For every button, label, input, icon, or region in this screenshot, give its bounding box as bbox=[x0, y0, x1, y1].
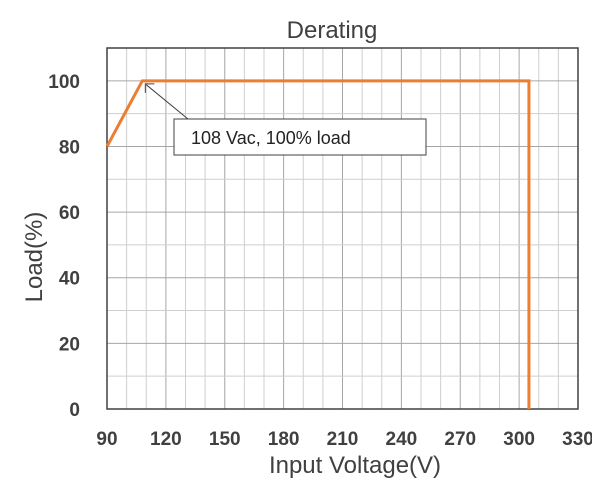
x-tick-label: 240 bbox=[386, 429, 418, 450]
x-tick-label: 90 bbox=[96, 429, 117, 450]
x-tick-label: 150 bbox=[209, 429, 241, 450]
y-tick-label: 60 bbox=[59, 203, 80, 224]
y-tick-label: 80 bbox=[59, 137, 80, 158]
annotation-arrowhead bbox=[144, 83, 155, 93]
y-tick-label: 40 bbox=[59, 269, 80, 290]
x-tick-label: 180 bbox=[268, 429, 300, 450]
y-tick-label: 20 bbox=[59, 334, 80, 355]
x-axis-title: Input Voltage(V) bbox=[269, 452, 441, 479]
x-tick-label: 330 bbox=[562, 429, 592, 450]
grid bbox=[106, 47, 579, 410]
annotation-box bbox=[173, 118, 427, 156]
x-tick-label: 270 bbox=[444, 429, 476, 450]
annotation-label: 108 Vac, 100% load bbox=[191, 128, 351, 148]
y-axis-title: Load(%) bbox=[21, 212, 48, 303]
x-tick-label: 210 bbox=[327, 429, 359, 450]
annotation-leader-line bbox=[146, 84, 189, 120]
chart-title: Derating bbox=[287, 17, 378, 44]
x-tick-label: 300 bbox=[503, 429, 535, 450]
plot-area-border bbox=[106, 47, 579, 410]
series-layer bbox=[105, 79, 531, 409]
annotation-layer: 108 Vac, 100% load bbox=[144, 83, 427, 156]
x-tick-label: 120 bbox=[150, 429, 182, 450]
tick-labels: 90 120 150 180 210 240 270 300 330 0 20 40 60 80 100 bbox=[48, 72, 592, 450]
series-line bbox=[105, 79, 531, 409]
y-tick-label: 0 bbox=[69, 400, 80, 421]
y-tick-label: 100 bbox=[48, 72, 80, 93]
